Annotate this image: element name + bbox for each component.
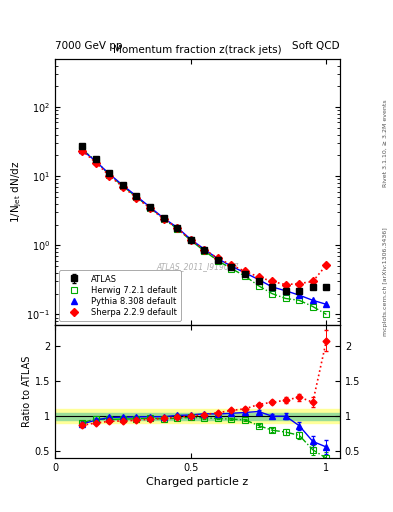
X-axis label: Charged particle z: Charged particle z xyxy=(146,477,249,487)
Pythia 8.308 default xyxy=(188,237,193,243)
Title: Momentum fraction z(track jets): Momentum fraction z(track jets) xyxy=(113,46,282,55)
Line: Herwig 7.2.1 default: Herwig 7.2.1 default xyxy=(79,146,329,317)
Herwig 7.2.1 default xyxy=(121,183,125,189)
Herwig 7.2.1 default xyxy=(80,146,84,153)
Pythia 8.308 default xyxy=(175,224,180,230)
Sherpa 2.2.9 default xyxy=(202,246,207,252)
Text: 7000 GeV pp: 7000 GeV pp xyxy=(55,41,123,51)
Y-axis label: 1/N$_\mathregular{jet}$ dN/dz: 1/N$_\mathregular{jet}$ dN/dz xyxy=(9,161,24,223)
Bar xyxy=(55,413,340,420)
Herwig 7.2.1 default xyxy=(270,290,274,296)
Pythia 8.308 default xyxy=(202,246,207,252)
Pythia 8.308 default xyxy=(107,171,112,177)
Text: Soft QCD: Soft QCD xyxy=(292,41,340,51)
Pythia 8.308 default xyxy=(80,147,84,153)
Pythia 8.308 default xyxy=(297,292,301,298)
Pythia 8.308 default xyxy=(310,297,315,304)
Pythia 8.308 default xyxy=(94,158,98,164)
Herwig 7.2.1 default xyxy=(324,311,329,317)
Sherpa 2.2.9 default xyxy=(256,274,261,280)
Herwig 7.2.1 default xyxy=(188,237,193,243)
Sherpa 2.2.9 default xyxy=(175,225,180,231)
Bar xyxy=(55,409,340,423)
Sherpa 2.2.9 default xyxy=(270,279,274,285)
Sherpa 2.2.9 default xyxy=(134,195,139,201)
Herwig 7.2.1 default xyxy=(256,283,261,289)
Herwig 7.2.1 default xyxy=(297,297,301,304)
Sherpa 2.2.9 default xyxy=(148,205,152,211)
Sherpa 2.2.9 default xyxy=(188,237,193,243)
Herwig 7.2.1 default xyxy=(215,258,220,264)
Pythia 8.308 default xyxy=(256,276,261,283)
Text: ATLAS_2011_I919017: ATLAS_2011_I919017 xyxy=(156,262,239,271)
Sherpa 2.2.9 default xyxy=(215,255,220,261)
Herwig 7.2.1 default xyxy=(202,248,207,254)
Pythia 8.308 default xyxy=(121,182,125,188)
Sherpa 2.2.9 default xyxy=(80,147,84,154)
Herwig 7.2.1 default xyxy=(134,194,139,200)
Pythia 8.308 default xyxy=(134,193,139,199)
Sherpa 2.2.9 default xyxy=(94,159,98,165)
Pythia 8.308 default xyxy=(215,255,220,262)
Herwig 7.2.1 default xyxy=(229,266,234,272)
Sherpa 2.2.9 default xyxy=(242,268,247,274)
Sherpa 2.2.9 default xyxy=(121,184,125,190)
Line: Sherpa 2.2.9 default: Sherpa 2.2.9 default xyxy=(79,148,329,287)
Pythia 8.308 default xyxy=(229,263,234,269)
Y-axis label: Ratio to ATLAS: Ratio to ATLAS xyxy=(22,356,32,428)
Pythia 8.308 default xyxy=(148,204,152,210)
Text: Rivet 3.1.10, ≥ 3.2M events: Rivet 3.1.10, ≥ 3.2M events xyxy=(383,99,387,187)
Legend: ATLAS, Herwig 7.2.1 default, Pythia 8.308 default, Sherpa 2.2.9 default: ATLAS, Herwig 7.2.1 default, Pythia 8.30… xyxy=(59,270,181,321)
Herwig 7.2.1 default xyxy=(107,172,112,178)
Sherpa 2.2.9 default xyxy=(107,173,112,179)
Sherpa 2.2.9 default xyxy=(324,262,329,268)
Herwig 7.2.1 default xyxy=(175,225,180,231)
Herwig 7.2.1 default xyxy=(148,205,152,211)
Sherpa 2.2.9 default xyxy=(297,281,301,287)
Sherpa 2.2.9 default xyxy=(161,216,166,222)
Pythia 8.308 default xyxy=(242,270,247,276)
Herwig 7.2.1 default xyxy=(94,158,98,164)
Pythia 8.308 default xyxy=(283,288,288,294)
Pythia 8.308 default xyxy=(270,284,274,290)
Pythia 8.308 default xyxy=(324,301,329,307)
Sherpa 2.2.9 default xyxy=(310,279,315,285)
Line: Pythia 8.308 default: Pythia 8.308 default xyxy=(79,147,329,307)
Pythia 8.308 default xyxy=(161,215,166,221)
Herwig 7.2.1 default xyxy=(310,304,315,310)
Herwig 7.2.1 default xyxy=(161,216,166,222)
Herwig 7.2.1 default xyxy=(242,273,247,279)
Text: mcplots.cern.ch [arXiv:1306.3436]: mcplots.cern.ch [arXiv:1306.3436] xyxy=(383,227,387,336)
Sherpa 2.2.9 default xyxy=(229,262,234,268)
Sherpa 2.2.9 default xyxy=(283,282,288,288)
Herwig 7.2.1 default xyxy=(283,295,288,302)
